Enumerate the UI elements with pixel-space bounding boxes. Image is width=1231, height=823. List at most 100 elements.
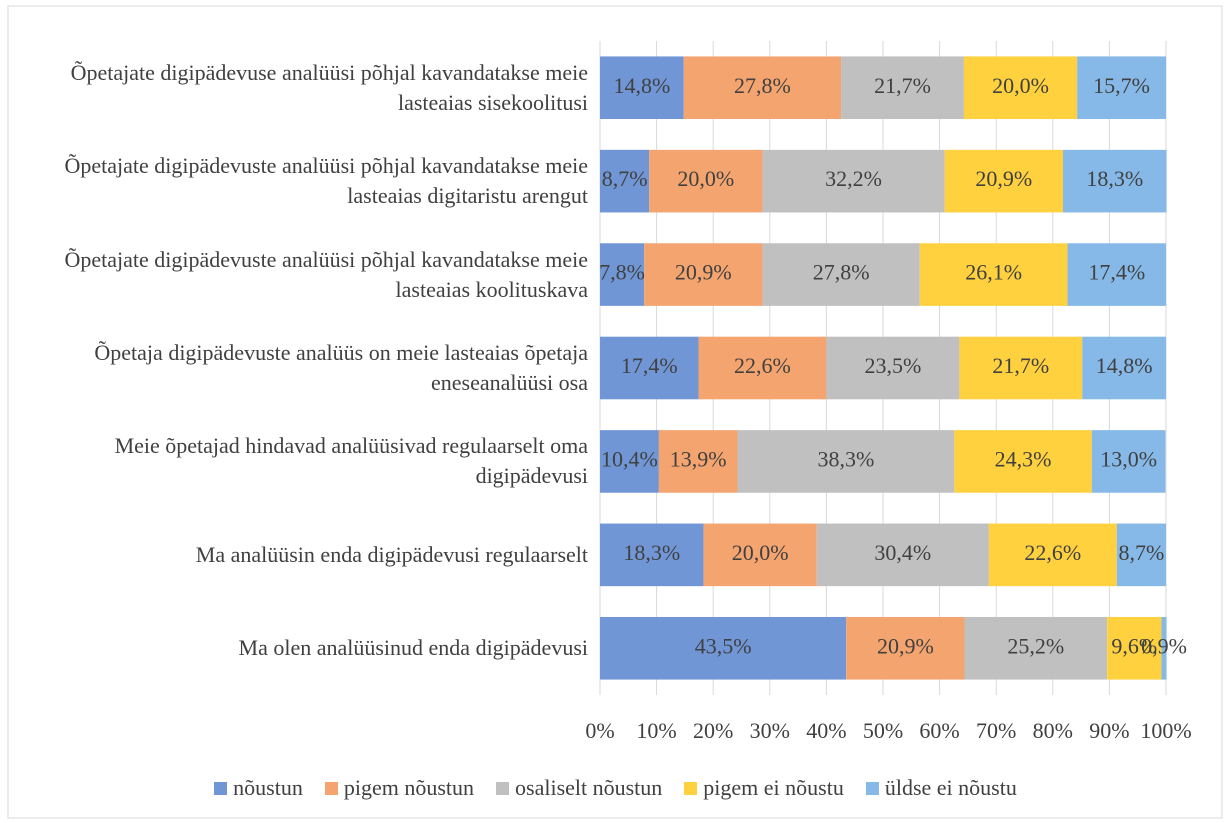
x-tick-label: 100% <box>1140 718 1191 743</box>
data-label: 10,4% <box>601 446 658 471</box>
bar-segment <box>703 523 817 587</box>
bar-segment <box>658 430 738 493</box>
data-label: 20,9% <box>675 260 732 285</box>
data-label: 17,4% <box>1088 260 1145 285</box>
data-label: 15,7% <box>1093 73 1150 98</box>
bar-segment <box>1062 149 1167 213</box>
data-label: 25,2% <box>1007 633 1064 658</box>
category-label: Õpetajate digipädevuste analüüsi põhjal … <box>64 153 588 209</box>
data-label: 24,3% <box>995 446 1052 471</box>
bar-segment <box>841 56 964 120</box>
legend: nõustun pigem nõustun osaliselt nõustun pig… <box>0 775 1231 801</box>
data-label: 22,6% <box>734 353 791 378</box>
bar-segment <box>954 430 1092 493</box>
bar-segment <box>600 523 704 587</box>
bar-segment <box>826 336 960 400</box>
x-tick-label: 20% <box>693 718 733 743</box>
data-label: 20,0% <box>992 73 1049 98</box>
bar-segment <box>959 336 1083 400</box>
bar-segment <box>964 616 1108 680</box>
data-label: 26,1% <box>965 260 1022 285</box>
legend-item: pigem ei nõustu <box>684 775 844 801</box>
bar-segment <box>944 149 1063 213</box>
data-label: 18,3% <box>1086 166 1143 191</box>
bar-segment <box>1161 616 1167 680</box>
legend-item: üldse ei nõustu <box>865 775 1017 801</box>
data-label: 27,8% <box>813 260 870 285</box>
data-label: 8,7% <box>1118 540 1164 565</box>
x-tick-label: 50% <box>863 718 903 743</box>
bar-segment <box>1082 336 1166 400</box>
bar-segment <box>1107 616 1162 680</box>
category-label: Ma analüüsin enda digipädevusi regulaars… <box>195 541 588 567</box>
bar-segment <box>600 243 645 306</box>
category-label: Meie õpetajad hindavad analüüsivad regul… <box>114 433 588 489</box>
data-label: 20,9% <box>877 633 934 658</box>
data-label: 43,5% <box>695 633 752 658</box>
legend-swatch <box>684 781 698 795</box>
data-label: 14,8% <box>613 73 670 98</box>
bar-segment <box>600 336 699 400</box>
bar-segment <box>919 243 1068 306</box>
x-tick-label: 30% <box>750 718 790 743</box>
data-label: 7,8% <box>599 260 645 285</box>
data-label: 21,7% <box>874 73 931 98</box>
data-label: 27,8% <box>734 73 791 98</box>
data-label: 17,4% <box>621 353 678 378</box>
bar-segment <box>1067 243 1166 306</box>
bar-segment <box>600 430 659 493</box>
legend-label: osaliselt nõustun <box>515 775 663 800</box>
legend-label: nõustun <box>233 775 303 800</box>
legend-swatch <box>214 781 228 795</box>
category-label: Õpetajate digipädevuse analüüsi põhjal k… <box>70 59 588 115</box>
data-label: 30,4% <box>874 540 931 565</box>
legend-swatch <box>865 781 879 795</box>
data-label: 8,7% <box>602 166 648 191</box>
data-label: 23,5% <box>864 353 921 378</box>
x-tick-label: 80% <box>1033 718 1073 743</box>
x-tick-label: 0% <box>585 718 614 743</box>
data-label: 9,6% <box>1111 633 1157 658</box>
data-label: 18,3% <box>623 540 680 565</box>
category-label: Õpetaja digipädevuste analüüs on meie la… <box>94 340 588 395</box>
bar-segment <box>737 430 955 493</box>
data-label: 22,6% <box>1024 540 1081 565</box>
x-tick-label: 40% <box>806 718 846 743</box>
legend-item: pigem nõustun <box>324 775 475 801</box>
data-label: 20,9% <box>975 166 1032 191</box>
bar-segment <box>644 243 763 306</box>
bar-segment <box>762 243 920 306</box>
bar-segment <box>1116 523 1166 587</box>
data-label: 21,7% <box>992 353 1049 378</box>
legend-swatch <box>324 781 338 795</box>
legend-item: nõustun <box>214 775 303 801</box>
category-label: Õpetajate digipädevuste analüüsi põhjal … <box>64 246 588 302</box>
data-label: 20,0% <box>732 540 789 565</box>
bar-segment <box>1077 56 1166 120</box>
data-label: 0,9% <box>1141 633 1187 658</box>
bar-segment <box>698 336 827 400</box>
bar-segment <box>600 56 684 120</box>
bar-segment <box>600 616 847 680</box>
frame <box>7 5 1223 819</box>
x-tick-label: 60% <box>919 718 959 743</box>
bar-segment <box>816 523 989 587</box>
legend-swatch <box>496 781 510 795</box>
data-label: 14,8% <box>1096 353 1153 378</box>
bar-segment <box>762 149 945 213</box>
bar-segment <box>683 56 842 120</box>
category-label: Ma olen analüüsinud enda digipädevusi <box>238 635 588 661</box>
legend-label: pigem ei nõustu <box>703 775 844 800</box>
data-label: 13,9% <box>670 446 727 471</box>
bar-segment <box>988 523 1117 587</box>
data-label: 20,0% <box>677 166 734 191</box>
legend-label: üldse ei nõustu <box>884 775 1017 800</box>
x-tick-label: 90% <box>1089 718 1129 743</box>
bar-segment <box>649 149 763 213</box>
bar-segment <box>1091 430 1166 493</box>
data-label: 13,0% <box>1100 446 1157 471</box>
legend-label: pigem nõustun <box>343 775 475 800</box>
bar-segment <box>600 149 650 213</box>
